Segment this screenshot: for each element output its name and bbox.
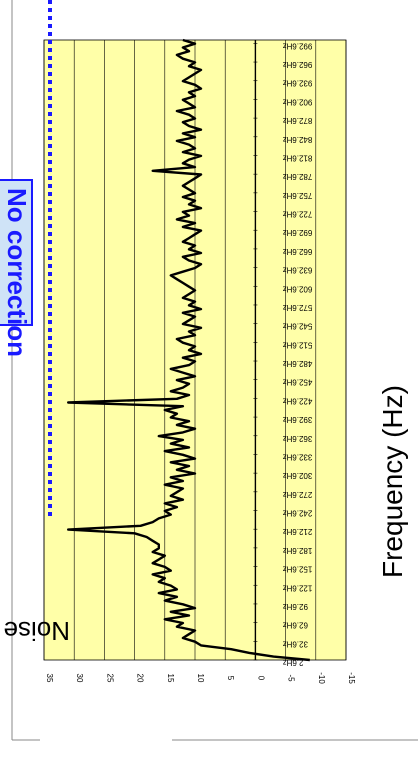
x-tick-label: 302.6Hz (283, 471, 313, 480)
series-line (67, 38, 310, 662)
x-tick-label: 572.6Hz (283, 303, 313, 312)
x-tick-label: 122.6Hz (283, 583, 313, 592)
x-tick-label: 242.6Hz (283, 509, 313, 518)
x-tick-label: 752.6Hz (283, 191, 313, 200)
x-tick-label: 152.6Hz (283, 565, 313, 574)
x-tick-label: 452.6Hz (283, 378, 313, 387)
x-tick-label: 692.6Hz (283, 228, 313, 237)
y-tick-label: 35 (45, 674, 54, 683)
y-tick-label: 20 (136, 674, 145, 683)
x-tick-label: 542.6Hz (283, 322, 313, 331)
x-tick-label: 32.6Hz (283, 639, 308, 648)
x-tick-label: 422.6Hz (283, 396, 313, 405)
x-tick-label: 362.6Hz (283, 434, 313, 443)
annotation-badge: No correction (0, 179, 33, 357)
x-tick-label: 722.6Hz (283, 210, 313, 219)
x-tick-label: 512.6Hz (283, 340, 313, 349)
x-tick-label: 272.6Hz (283, 490, 313, 499)
x-tick-label: 842.6Hz (283, 135, 313, 144)
x-tick-label: 602.6Hz (283, 284, 313, 293)
annotation-text: No correction (2, 188, 32, 357)
y-axis-title: Noise Level (dB) (0, 616, 70, 646)
x-tick-label: 2.6Hz (283, 658, 304, 667)
x-tick-label: 392.6Hz (283, 415, 313, 424)
x-tick-label: 782.6Hz (283, 172, 313, 181)
x-tick-label: 212.6Hz (283, 527, 313, 536)
y-tick-label: -15 (347, 672, 356, 684)
annotation-badge-box (0, 179, 33, 326)
plot-area: 35 30 25 20 15 10 5 0 -5 -10 -15 2.6Hz 32.6Hz 62.6Hz 9… (43, 38, 356, 684)
x-tick-label: 182.6Hz (283, 546, 313, 555)
y-tick-label: 0 (256, 676, 265, 681)
x-tick-label: 62.6Hz (283, 621, 308, 630)
y-tick-label: 10 (196, 674, 205, 683)
x-tick-label: 812.6Hz (283, 153, 313, 162)
x-tick-label: 662.6Hz (283, 247, 313, 256)
x-tick-label: 482.6Hz (283, 359, 313, 368)
x-axis-title: Frequency (Hz) (377, 385, 408, 578)
y-tick-label: -10 (317, 672, 326, 684)
x-tick-label: 992.6Hz (283, 41, 313, 50)
x-tick-label: 632.6Hz (283, 266, 313, 275)
x-tick-label: 872.6Hz (283, 116, 313, 125)
x-tick-label: 932.6Hz (283, 79, 313, 88)
x-tick-label: 962.6Hz (283, 60, 313, 69)
y-tick-label: 15 (166, 674, 175, 683)
x-tick-label: 92.6Hz (283, 602, 308, 611)
y-tick-label: 5 (226, 676, 235, 681)
x-tick-label: 332.6Hz (283, 452, 313, 461)
y-tick-label: 30 (75, 674, 84, 683)
y-tick-label: 25 (105, 674, 114, 683)
x-tick-label: 902.6Hz (283, 97, 313, 106)
y-tick-label: -5 (287, 674, 296, 682)
